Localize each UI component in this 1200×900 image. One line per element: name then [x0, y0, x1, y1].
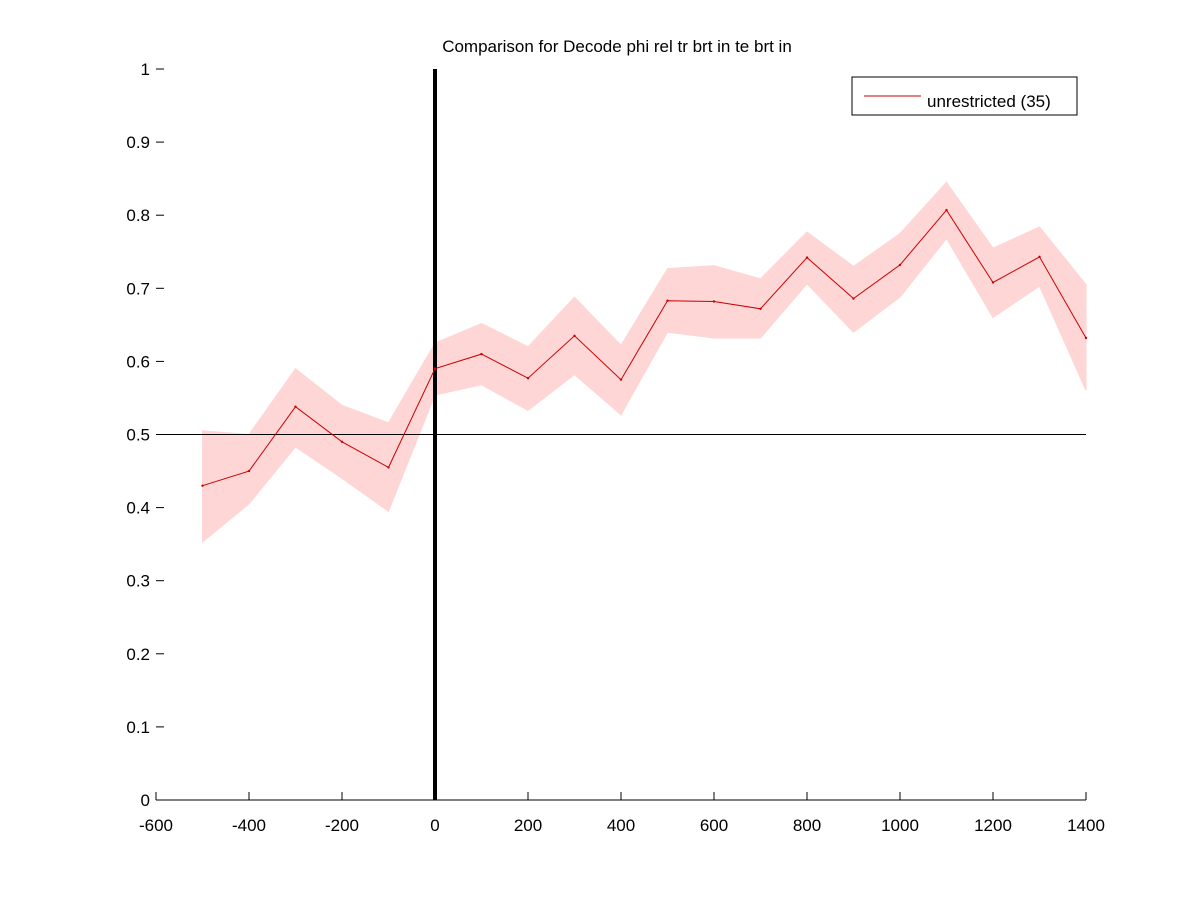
data-point	[666, 299, 669, 302]
y-tick-label: 0.1	[126, 718, 150, 737]
data-point	[759, 307, 762, 310]
x-tick-label: 1400	[1067, 816, 1105, 835]
data-point	[1084, 336, 1088, 340]
data-point	[526, 377, 530, 380]
series-line-0	[202, 209, 1087, 487]
x-tick-label: -200	[325, 816, 359, 835]
data-point	[294, 405, 297, 408]
data-point	[898, 263, 902, 267]
x-tick-label: 200	[514, 816, 542, 835]
data-point	[805, 256, 809, 259]
y-tick-label: 0.7	[126, 279, 150, 298]
x-tick-label: 0	[430, 816, 439, 835]
data-point	[619, 378, 623, 381]
data-point	[480, 352, 483, 356]
data-point	[852, 297, 855, 300]
data-point	[247, 469, 251, 473]
x-tick-label: -600	[139, 816, 173, 835]
y-tick-label: 0.5	[126, 426, 150, 445]
legend: unrestricted (35)	[851, 76, 1078, 116]
x-tick-label: -400	[232, 816, 266, 835]
data-point	[1038, 255, 1041, 259]
plot-area	[156, 69, 1088, 800]
y-tick-label: 0.2	[126, 645, 150, 664]
x-tick-label: 1000	[881, 816, 919, 835]
legend-label-unrestricted: unrestricted (35)	[927, 92, 1051, 111]
x-tick-label: 600	[700, 816, 728, 835]
x-tick-label: 400	[607, 816, 635, 835]
y-tick-label: 0.8	[126, 206, 150, 225]
data-point	[573, 334, 576, 338]
data-point	[945, 208, 948, 212]
y-tick-label: 0.4	[126, 499, 150, 518]
y-tick-label: 0	[141, 791, 150, 810]
y-tick-label: 1	[141, 60, 150, 79]
y-tick-label: 0.3	[126, 572, 150, 591]
data-point	[712, 300, 716, 303]
data-point	[991, 281, 995, 284]
chart-title: Comparison for Decode phi rel tr brt in …	[442, 37, 792, 56]
data-point	[387, 466, 390, 469]
x-tick-label: 800	[793, 816, 821, 835]
data-point	[433, 367, 437, 370]
error-band-series-0	[202, 181, 1087, 544]
y-tick-label: 0.6	[126, 352, 150, 371]
axes: -600 -400 -200 0 200 400 600 800 1000 1200 1400 0 0.…	[126, 60, 1105, 835]
y-tick-label: 0.9	[126, 133, 150, 152]
data-point	[201, 484, 204, 487]
x-tick-label: 1200	[974, 816, 1012, 835]
data-point	[340, 440, 344, 444]
